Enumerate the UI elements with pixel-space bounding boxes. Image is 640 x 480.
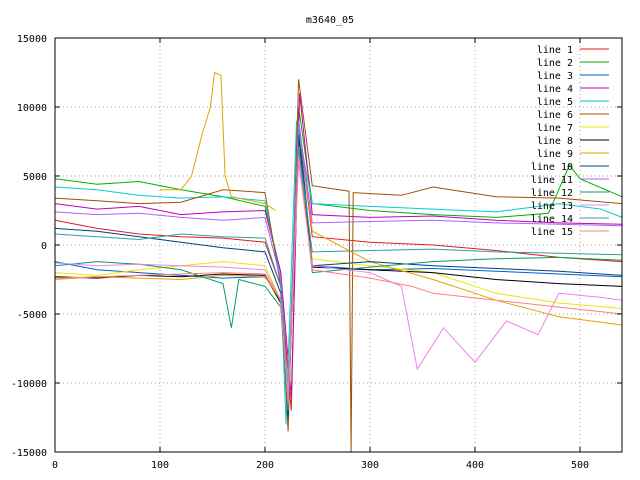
y-tick-label: 0 [41,241,47,252]
y-tick-label: 5000 [23,172,47,183]
legend-label: line 2 [537,58,573,69]
legend-label: line 3 [537,71,573,82]
chart-title: m3640_05 [306,15,354,26]
series-lines [54,71,623,453]
series-line-6 [54,79,623,453]
legend: line 1 line 2 line 3 line 4 line 5 line 6 line… [531,45,609,238]
legend-label: line 15 [531,227,573,238]
legend-label: line 7 [537,123,573,134]
series-line-1 [54,120,623,411]
legend-label: line 11 [531,175,573,186]
legend-label: line 1 [537,45,573,56]
legend-label: line 5 [537,97,573,108]
legend-label: line 13 [531,201,573,212]
series-line-5 [54,120,623,425]
y-tick-label: -5000 [17,310,47,321]
legend-label: line 6 [537,110,573,121]
series-line-10 [54,134,623,418]
y-tick-label: -15000 [11,448,47,459]
axis-ticks: 0 100 200 300 400 500 -15000 -10000 -5000 0 5000 10… [11,34,622,471]
legend-label: line 9 [537,149,573,160]
y-tick-label: 15000 [17,34,47,45]
x-tick-label: 300 [361,460,379,471]
legend-label: line 10 [531,162,573,173]
x-tick-label: 100 [151,460,169,471]
series-line-16 [160,71,276,211]
y-tick-label: -10000 [11,379,47,390]
legend-label: line 8 [537,136,573,147]
x-tick-label: 500 [571,460,589,471]
x-tick-label: 400 [466,460,484,471]
y-tick-label: 10000 [17,103,47,114]
x-tick-label: 0 [52,460,58,471]
series-line-2 [54,106,623,397]
series-line-13 [54,162,623,397]
grid-lines [55,38,622,452]
series-line-15 [54,155,623,404]
legend-label: line 4 [537,84,573,95]
legend-label: line 12 [531,188,573,199]
x-tick-label: 200 [256,460,274,471]
series-line-14 [54,148,623,411]
series-line-4 [54,93,623,397]
legend-label: line 14 [531,214,573,225]
